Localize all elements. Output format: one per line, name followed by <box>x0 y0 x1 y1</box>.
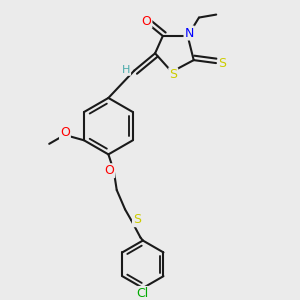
Text: N: N <box>184 26 194 40</box>
Text: S: S <box>169 68 177 81</box>
Text: H: H <box>122 65 130 75</box>
Text: Cl: Cl <box>137 287 149 300</box>
Text: O: O <box>142 15 152 28</box>
Text: S: S <box>218 57 226 70</box>
Text: S: S <box>133 213 141 226</box>
Text: O: O <box>60 126 70 139</box>
Text: O: O <box>104 164 114 177</box>
